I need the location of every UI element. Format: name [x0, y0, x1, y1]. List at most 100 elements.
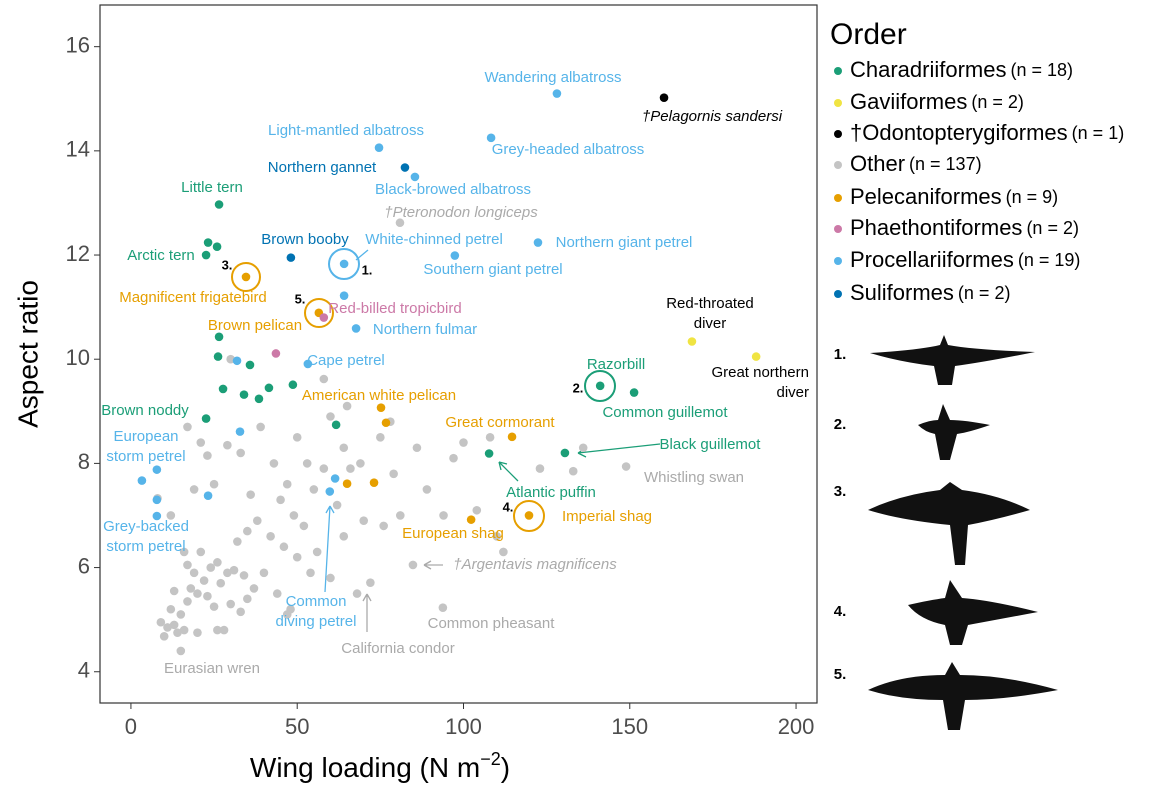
legend-entry: Procellariiformes (n = 19) [850, 247, 1080, 272]
point [203, 238, 213, 247]
point [203, 451, 212, 460]
legend-name: Phaethontiformes [850, 215, 1022, 240]
point [449, 453, 458, 463]
point [369, 478, 379, 487]
point [439, 511, 448, 520]
point [376, 433, 385, 442]
legend-name: Pelecaniformes [850, 184, 1002, 209]
point [621, 462, 631, 471]
point [524, 511, 534, 520]
legend-name: †Odontopterygiformes [850, 120, 1068, 145]
point-label: Southern giant petrel [423, 261, 562, 278]
point-label: Whistling swan [644, 469, 744, 486]
point-label: †Pelagornis sandersi [642, 108, 783, 125]
point [312, 547, 322, 557]
point-label: Brown noddy [101, 402, 189, 419]
point [450, 251, 460, 260]
point [499, 547, 508, 557]
point [232, 356, 242, 366]
legend-count: (n = 9) [1006, 187, 1059, 207]
point [216, 578, 226, 588]
point [166, 511, 176, 520]
point [201, 250, 211, 260]
x-axis-title-text: Wing loading (N m [250, 752, 480, 783]
legend-count: (n = 2) [971, 92, 1024, 112]
point [176, 610, 186, 619]
point [163, 623, 172, 632]
point-label: Eurasian wren [164, 660, 260, 677]
point [339, 259, 349, 269]
point [319, 374, 329, 384]
y-tick-label: 16 [66, 32, 90, 57]
point [249, 584, 259, 593]
point [289, 511, 299, 520]
legend-marker [834, 225, 842, 233]
point-label: Light-mantled albatross [268, 122, 424, 139]
point [366, 578, 375, 587]
point [213, 352, 223, 361]
point [282, 479, 292, 489]
y-tick-label: 8 [78, 449, 90, 474]
point-label: diver [694, 315, 727, 332]
point-label: American white pelican [302, 387, 456, 404]
point [595, 381, 605, 391]
point-label: Grey-headed albatross [492, 141, 645, 158]
point [346, 464, 355, 473]
point-label: Cape petrel [307, 352, 385, 369]
point [226, 599, 235, 609]
y-tick-label: 14 [66, 137, 90, 162]
point-label: Red-billed tropicbird [328, 300, 461, 317]
point [282, 610, 292, 619]
point [213, 625, 222, 635]
point [325, 487, 335, 496]
point [319, 464, 329, 473]
point [152, 495, 162, 505]
legend-marker [834, 257, 842, 265]
point [751, 352, 761, 361]
highlight-label: 5. [295, 291, 306, 306]
point [256, 422, 265, 432]
point-label: †Pteronodon longiceps [384, 204, 538, 221]
point-label: Black guillemot [660, 436, 762, 453]
point [264, 383, 274, 393]
point-label: Great northern [711, 364, 809, 381]
point [339, 443, 349, 453]
point [331, 420, 341, 430]
legend-count: (n = 19) [1018, 250, 1081, 270]
legend-count: (n = 1) [1072, 123, 1125, 143]
point [253, 516, 262, 525]
point [183, 422, 192, 432]
point [292, 552, 302, 562]
legend-marker [834, 99, 842, 107]
point [560, 448, 570, 458]
point [279, 542, 289, 552]
point [179, 625, 189, 635]
point [241, 272, 251, 282]
point [319, 313, 329, 322]
point [203, 491, 213, 500]
point [259, 568, 269, 578]
silhouette-label: 4. [834, 603, 847, 620]
point [229, 565, 239, 575]
y-axis-title: Aspect ratio [12, 280, 43, 428]
point [214, 200, 224, 209]
point [342, 401, 352, 411]
highlight-circles [231, 248, 616, 532]
legend-marker [834, 67, 842, 75]
point-label: Common [286, 593, 347, 610]
point [326, 412, 335, 421]
silhouette-label: 1. [834, 346, 847, 363]
point [381, 418, 391, 428]
legend-marker [834, 161, 842, 169]
point [303, 359, 313, 369]
point [233, 537, 242, 546]
y-tick-label: 12 [66, 241, 90, 266]
point [166, 604, 176, 614]
silhouette-label: 3. [834, 483, 847, 500]
point [173, 628, 182, 637]
highlight-label: 3. [222, 257, 233, 272]
point-label: Wandering albatross [484, 69, 621, 86]
point [466, 515, 476, 524]
point [578, 443, 588, 453]
point [199, 576, 209, 585]
